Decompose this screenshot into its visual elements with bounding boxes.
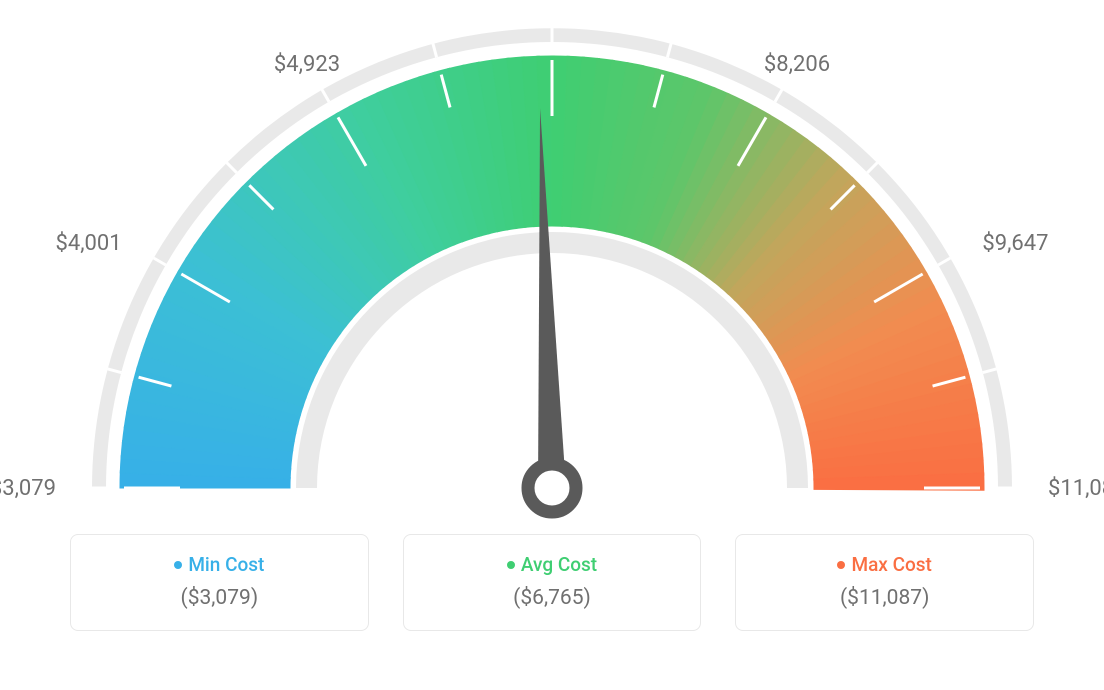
min-cost-title: Min Cost [81, 553, 358, 576]
max-cost-label: Max Cost [851, 553, 931, 576]
gauge-tick-label: $3,079 [0, 476, 56, 501]
dot-icon [837, 561, 845, 569]
min-cost-label: Min Cost [188, 553, 264, 576]
cost-gauge: $3,079$4,001$4,923$6,765$8,206$9,647$11,… [0, 0, 1104, 540]
avg-cost-card: Avg Cost ($6,765) [403, 534, 702, 631]
gauge-tick-label: $9,647 [982, 231, 1048, 256]
dot-icon [174, 561, 182, 569]
max-cost-value: ($11,087) [746, 586, 1023, 610]
min-cost-card: Min Cost ($3,079) [70, 534, 369, 631]
gauge-tick-label: $8,206 [764, 52, 830, 77]
avg-cost-label: Avg Cost [521, 553, 597, 576]
avg-cost-title: Avg Cost [414, 553, 691, 576]
gauge-tick-label: $11,087 [1048, 476, 1104, 501]
dot-icon [507, 561, 515, 569]
min-cost-value: ($3,079) [81, 586, 358, 610]
gauge-svg [0, 0, 1104, 540]
max-cost-card: Max Cost ($11,087) [735, 534, 1034, 631]
gauge-tick-label: $4,923 [274, 52, 340, 77]
max-cost-title: Max Cost [746, 553, 1023, 576]
summary-cards: Min Cost ($3,079) Avg Cost ($6,765) Max … [0, 534, 1104, 631]
avg-cost-value: ($6,765) [414, 586, 691, 610]
gauge-tick-label: $4,001 [55, 231, 121, 256]
